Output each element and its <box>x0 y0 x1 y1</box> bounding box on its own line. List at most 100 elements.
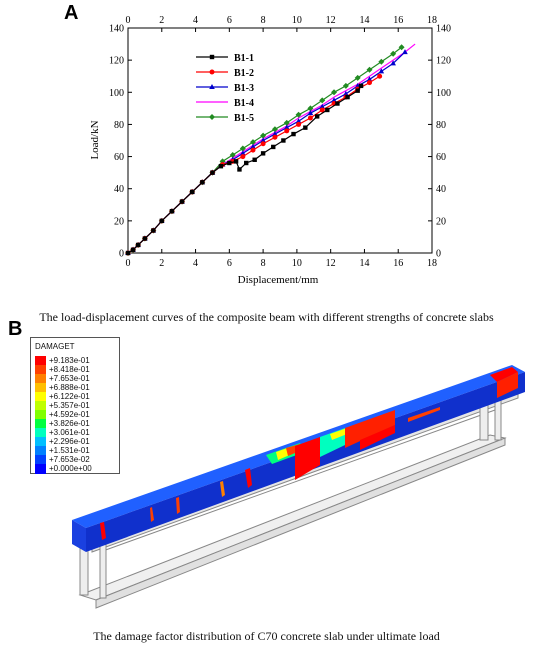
x-tick-label-top: 10 <box>292 15 302 26</box>
damage-value-label: +2.296e-01 <box>49 437 90 446</box>
data-point <box>272 134 278 140</box>
damage-color-swatch <box>35 419 46 429</box>
data-point <box>296 121 302 127</box>
damage-value-label: +8.418e-01 <box>49 365 90 374</box>
series-b1-3 <box>125 49 408 255</box>
series-b1-5 <box>125 44 405 256</box>
x-tick-label-top: 0 <box>126 15 131 26</box>
damage-color-swatch <box>35 455 46 465</box>
damage-color-swatch <box>35 383 46 393</box>
caption-a: The load-displacement curves of the comp… <box>39 310 494 324</box>
data-point <box>260 132 267 139</box>
data-point <box>307 105 314 112</box>
data-point <box>272 131 278 137</box>
x-tick-label: 6 <box>227 258 232 269</box>
series-line <box>127 85 362 254</box>
data-point <box>229 151 236 158</box>
legend-label: B1-1 <box>234 53 254 64</box>
damage-value-label: +6.888e-01 <box>49 383 90 392</box>
data-point <box>307 110 314 116</box>
series-b1-1 <box>125 83 364 256</box>
data-point <box>233 159 239 164</box>
damage-legend-row: +5.357e-01 <box>35 401 90 411</box>
damage-legend: DAMAGET +9.183e-01 +8.418e-01 +7.653e-01 +6… <box>30 337 120 474</box>
data-point <box>125 250 131 256</box>
damage-value-label: +7.653e-02 <box>49 455 90 464</box>
y-tick-label: 60 <box>114 152 124 163</box>
data-point <box>281 138 286 143</box>
data-point <box>209 54 215 60</box>
panel-a-label: A <box>64 2 79 24</box>
damage-legend-row: +6.888e-01 <box>35 383 90 393</box>
data-point <box>390 50 397 57</box>
data-point <box>239 145 246 152</box>
damage-value-label: +5.357e-01 <box>49 401 90 410</box>
data-point <box>342 82 349 89</box>
plot-frame <box>127 27 433 254</box>
damage-legend-row: +7.653e-02 <box>35 455 90 465</box>
damage-legend-row: +2.296e-01 <box>35 437 90 447</box>
y-tick-label: 20 <box>114 216 124 227</box>
data-point <box>335 101 340 106</box>
x-tick-label-top: 8 <box>261 15 266 26</box>
damage-color-swatch <box>35 374 46 384</box>
data-point <box>209 84 215 89</box>
x-tick-label: 12 <box>326 258 336 269</box>
data-point <box>354 74 361 81</box>
damage-legend-row: +8.418e-01 <box>35 365 90 375</box>
data-point <box>303 125 308 130</box>
data-point <box>331 89 338 96</box>
data-point <box>319 107 325 113</box>
damage-legend-row: +9.183e-01 <box>35 356 90 366</box>
data-point <box>244 160 249 166</box>
data-point <box>260 141 266 147</box>
data-point <box>237 167 242 172</box>
data-point <box>390 60 396 66</box>
damage-color-swatch <box>35 464 46 474</box>
y-tick-label-right: 60 <box>436 152 446 163</box>
data-point <box>151 228 156 233</box>
data-point <box>240 150 246 156</box>
data-point <box>250 147 256 153</box>
damage-color-swatch <box>35 428 46 438</box>
x-tick-label-top: 16 <box>393 15 403 26</box>
x-tick-label: 10 <box>292 258 302 269</box>
data-point <box>218 164 224 169</box>
chart-frame <box>127 27 433 254</box>
data-point <box>260 151 266 156</box>
y-tick-label: 120 <box>109 56 124 67</box>
data-point <box>366 76 373 82</box>
data-point <box>345 94 350 100</box>
damage-color-swatch <box>35 437 46 447</box>
chart-series <box>125 43 416 256</box>
x-tick-label: 14 <box>359 258 369 269</box>
data-point <box>283 119 290 126</box>
data-point <box>260 137 266 143</box>
damage-value-label: +7.653e-01 <box>49 374 90 383</box>
data-point <box>283 124 290 130</box>
y-tick-label-right: 40 <box>436 184 446 195</box>
x-tick-label: 18 <box>427 258 437 269</box>
damage-value-label: +1.531e-01 <box>49 446 90 455</box>
legend-label: B1-3 <box>234 83 254 94</box>
y-tick-label-right: 20 <box>436 216 446 227</box>
data-point <box>358 83 364 89</box>
x-tick-label-top: 6 <box>227 15 232 26</box>
caption-b: The damage factor distribution of C70 co… <box>93 629 440 643</box>
x-tick-label-top: 2 <box>159 15 164 26</box>
data-point <box>378 68 385 74</box>
data-point <box>179 199 185 204</box>
data-point <box>142 236 148 241</box>
data-point <box>200 180 205 185</box>
data-point <box>209 114 215 120</box>
data-point <box>135 242 141 248</box>
y-tick-label: 80 <box>114 120 124 131</box>
data-point <box>291 131 296 137</box>
data-point <box>250 143 256 149</box>
x-tick-label: 4 <box>193 258 198 269</box>
y-tick-label-right: 100 <box>436 88 451 99</box>
data-point <box>378 58 385 65</box>
damage-color-swatch <box>35 392 46 402</box>
damage-legend-row: +7.653e-01 <box>35 374 90 384</box>
data-point <box>331 97 337 103</box>
